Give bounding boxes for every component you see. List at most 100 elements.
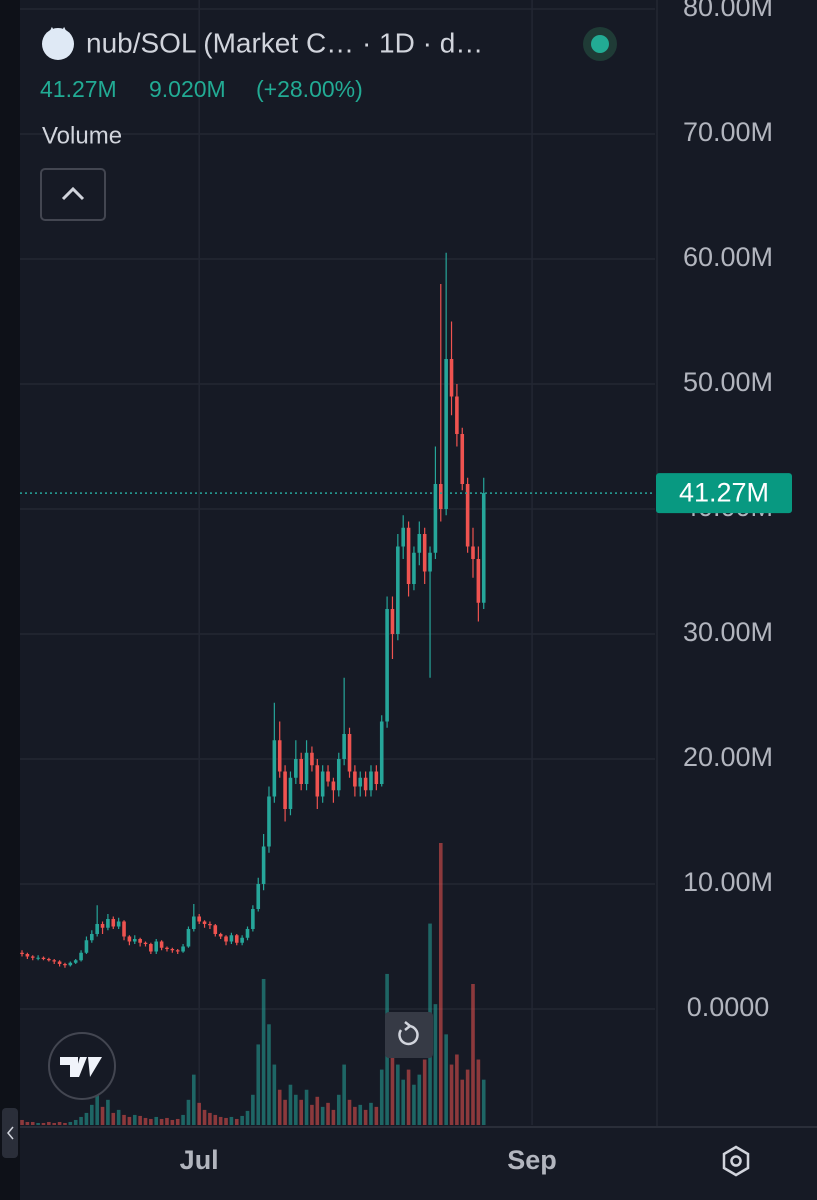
candle-body (331, 781, 336, 791)
candle-body (385, 609, 389, 722)
settings-icon[interactable] (722, 1145, 750, 1177)
settings-button[interactable] (722, 1145, 750, 1177)
volume-bar (294, 1094, 298, 1125)
candle-body (132, 939, 137, 942)
candle-body (234, 935, 239, 943)
volume-bar (197, 1102, 201, 1125)
volume-bar (224, 1117, 228, 1125)
volume-bar (299, 1099, 303, 1125)
volume-bar (143, 1117, 148, 1125)
volume-bar (165, 1117, 169, 1125)
volume-bar (272, 1064, 277, 1125)
last-price-badge (656, 473, 792, 514)
x-tick-label: Sep (507, 1145, 557, 1175)
volume-bar (79, 1116, 83, 1125)
y-tick-label: 0.0000 (687, 992, 770, 1022)
candle-body (30, 956, 35, 958)
volume-bar (471, 984, 475, 1125)
left-strip (0, 0, 20, 1200)
reset-button[interactable] (385, 1012, 433, 1058)
candle-body (304, 752, 309, 784)
settings-center[interactable] (730, 1155, 742, 1167)
tv-logo[interactable] (48, 1032, 116, 1100)
volume-bar (68, 1121, 73, 1125)
volume-bar (417, 1074, 422, 1125)
collapse-button[interactable] (40, 168, 106, 221)
collapse-icon[interactable] (61, 186, 85, 201)
candle-body (192, 916, 196, 929)
volume-bar (315, 1096, 320, 1125)
candle-body (149, 944, 153, 952)
volume-bar (379, 1069, 384, 1125)
candle-body (143, 942, 148, 944)
candle-body (159, 941, 164, 948)
token-avatar (42, 28, 74, 60)
candle-body (283, 771, 287, 809)
collapse-box[interactable] (40, 168, 106, 221)
side-handle[interactable] (2, 1108, 18, 1158)
candle-body (245, 929, 250, 938)
candle-body (428, 552, 432, 572)
candle-body (326, 771, 330, 782)
y-tick-label: 80.00M (683, 0, 773, 22)
volume-bar (363, 1109, 368, 1125)
candle-body (369, 771, 373, 791)
candle-body (197, 916, 201, 922)
candle-body (52, 960, 57, 962)
volume-bar (460, 1079, 465, 1125)
volume-bar (138, 1115, 142, 1125)
volume-bar (283, 1099, 287, 1125)
volume-bar (444, 1034, 448, 1125)
candle-body (379, 721, 384, 784)
volume-bar (455, 1054, 459, 1125)
reset-arrow[interactable] (404, 1021, 413, 1031)
labels-layer: 0.000010.00M20.00M30.00M40.00M50.00M60.0… (20, 0, 792, 1175)
candle-body (202, 921, 207, 924)
candle-body (272, 740, 277, 797)
volume-label: Volume (42, 122, 122, 149)
side-handle-icon[interactable] (7, 1126, 14, 1140)
candles-layer (20, 252, 486, 968)
candle-body (63, 964, 67, 966)
volume-bar (192, 1074, 196, 1125)
volume-bar (149, 1118, 153, 1125)
volume-bar (208, 1112, 212, 1125)
volume-bar (100, 1106, 105, 1125)
candle-body (288, 777, 293, 809)
volume-bar (401, 1079, 406, 1125)
candle-body (224, 936, 228, 942)
candle-body (320, 771, 325, 797)
volume-bar (353, 1106, 357, 1125)
volume-bar (261, 978, 266, 1125)
volume-bar (481, 1079, 486, 1125)
candle-body (438, 484, 443, 509)
candle-body (208, 924, 212, 926)
volume-bar (213, 1114, 218, 1125)
candle-body (90, 934, 94, 941)
logo-mark[interactable] (60, 1057, 102, 1077)
candle-body (412, 552, 416, 584)
volume-bar (63, 1122, 67, 1125)
candle-body (138, 939, 142, 943)
candle-body (256, 884, 261, 909)
volume-bar (422, 1059, 427, 1125)
volume-bar (218, 1116, 223, 1125)
volume-bar (36, 1122, 40, 1125)
x-tick-label: Jul (180, 1145, 219, 1175)
volume-bar (288, 1084, 293, 1125)
volume-bar (267, 1024, 271, 1125)
candle-body (251, 909, 255, 929)
reset-icon[interactable] (398, 1024, 419, 1046)
volume-bar (202, 1109, 207, 1125)
volume-bar (181, 1114, 185, 1125)
volume-bar (73, 1119, 78, 1125)
volume-bar (84, 1112, 89, 1125)
legend-value: 41.27M (40, 76, 117, 102)
candle-body (261, 846, 266, 884)
candle-body (444, 359, 448, 509)
reset-box[interactable] (385, 1012, 433, 1058)
candle-body (455, 396, 459, 434)
volume-bar (358, 1104, 363, 1125)
